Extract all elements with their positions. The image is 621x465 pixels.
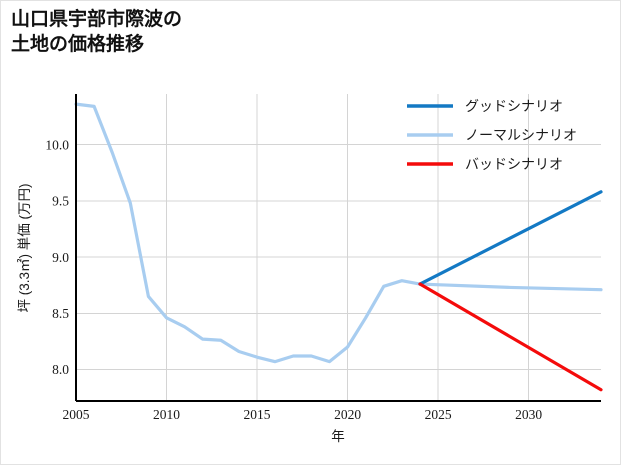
y-tick-label: 8.0	[52, 362, 69, 377]
x-tick-label: 2010	[153, 407, 180, 422]
page-title: 山口県宇部市際波の 土地の価格推移	[11, 9, 183, 56]
x-axis-tick-labels: 2005 2010 2015 2020 2025 2030	[63, 407, 543, 422]
y-axis-tick-labels: 8.0 8.5 9.0 9.5 10.0	[45, 137, 69, 377]
x-tick-label: 2020	[334, 407, 361, 422]
series-line-bad	[418, 282, 603, 392]
y-tick-label: 9.5	[52, 194, 69, 209]
legend-label-1: ノーマルシナリオ	[465, 127, 577, 143]
legend-label-0: グッドシナリオ	[465, 98, 563, 114]
x-tick-label: 2030	[515, 407, 542, 422]
x-tick-label: 2015	[244, 407, 271, 422]
y-tick-label: 8.5	[52, 306, 69, 321]
series-line-normal	[74, 102, 603, 364]
series-group	[74, 102, 603, 392]
x-tick-label: 2005	[63, 407, 90, 422]
y-axis-title: 坪 (3.3㎡) 単価 (万円)	[17, 183, 32, 312]
axis-spines	[74, 94, 601, 403]
y-tick-label: 10.0	[45, 137, 69, 152]
legend-label-2: バッドシナリオ	[465, 156, 563, 172]
x-tick-label: 2025	[425, 407, 452, 422]
series-line-good	[418, 190, 603, 286]
x-axis-title: 年	[331, 429, 345, 444]
y-tick-label: 9.0	[52, 250, 69, 265]
